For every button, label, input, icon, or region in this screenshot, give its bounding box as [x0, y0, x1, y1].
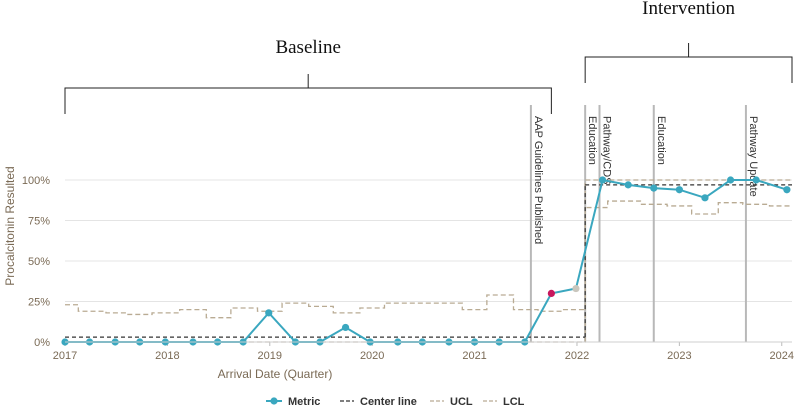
phase-bracket-0 — [64, 74, 552, 114]
annotation-label-3: Education — [655, 116, 667, 165]
phase-label-0: Baseline — [275, 37, 340, 58]
phase-label-1: Intervention — [642, 0, 735, 19]
x-tick-label-2: 2019 — [258, 350, 282, 362]
x-tick-label-1: 2018 — [155, 350, 179, 362]
metric-point-19 — [547, 289, 555, 297]
x-tick-label-7: 2024 — [770, 350, 794, 362]
lcl-line — [65, 200, 792, 343]
metric-point-28 — [783, 186, 791, 194]
x-tick-label-5: 2022 — [565, 350, 589, 362]
y-tick-label-1: 25% — [28, 297, 50, 309]
y-tick-label-0: 0% — [34, 337, 50, 349]
y-tick-labels: 0% 25% 50% 75% 100% — [22, 175, 50, 349]
phase-brackets: Baseline Intervention — [64, 0, 793, 114]
x-tick-label-0: 2017 — [53, 350, 77, 362]
legend-label-lcl: LCL — [503, 396, 525, 408]
x-axis-label: Arrival Date (Quarter) — [218, 367, 333, 381]
gridlines — [64, 179, 792, 346]
x-tick-labels: 2017 2018 2019 2020 2021 2022 2023 2024 — [53, 350, 794, 362]
y-tick-label-4: 100% — [22, 175, 50, 187]
metric-point-24 — [675, 186, 683, 194]
legend-label-ucl: UCL — [450, 396, 473, 408]
x-tick-label-3: 2020 — [360, 350, 384, 362]
x-tick-label-6: 2023 — [667, 350, 691, 362]
legend: Metric Center line UCL LCL — [266, 396, 525, 408]
legend-label-metric: Metric — [288, 396, 320, 408]
ucl-line — [65, 179, 792, 319]
event-annotations: AAP Guidelines Published Education Pathway… — [529, 105, 759, 342]
metric-point-21 — [598, 176, 607, 184]
annotation-label-1: Education — [586, 116, 598, 165]
metric-point-25 — [701, 194, 709, 202]
metric-point-20 — [572, 284, 580, 293]
annotation-label-0: AAP Guidelines Published — [532, 116, 544, 244]
annotation-label-2: Pathway/CDS — [600, 116, 612, 184]
metric-point-8 — [265, 309, 273, 317]
y-axis-label: Procalcitonin Resulted — [3, 166, 17, 285]
metric-point-11 — [341, 323, 350, 332]
metric-point-23 — [650, 184, 658, 192]
phase-bracket-1 — [584, 43, 793, 83]
legend-label-center-line: Center line — [360, 396, 417, 408]
metric-point-26 — [726, 176, 735, 184]
metric-point-27 — [752, 176, 760, 184]
legend-metric-swatch-dot — [270, 397, 278, 405]
x-tick-label-4: 2021 — [462, 350, 486, 362]
control-limits — [65, 179, 792, 343]
y-tick-label-3: 75% — [28, 216, 50, 228]
metric-point-22 — [624, 181, 632, 189]
y-tick-label-2: 50% — [28, 256, 50, 268]
